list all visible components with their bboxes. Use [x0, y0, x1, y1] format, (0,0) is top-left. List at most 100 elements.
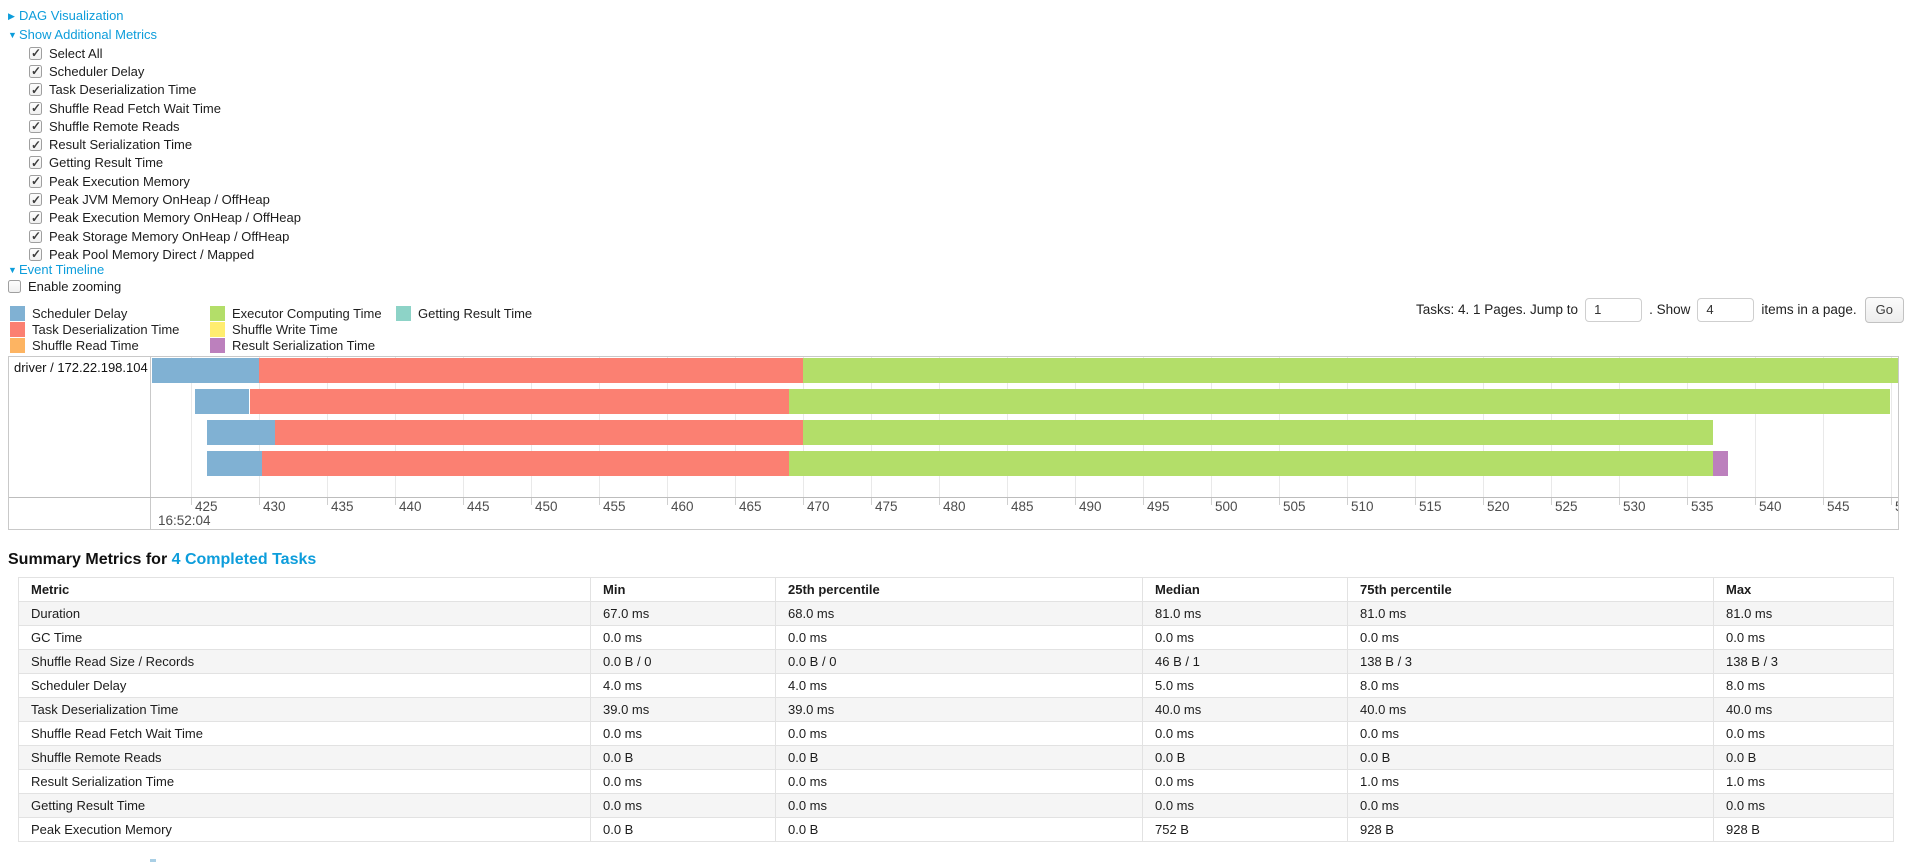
legend-item-shuffle-write-time: Shuffle Write Time: [210, 321, 382, 337]
executor-computing-time-swatch-icon: [210, 305, 225, 321]
timeline-tick: [1687, 498, 1688, 505]
checkbox-peak-storage-memory-onheap-offheap[interactable]: [29, 229, 42, 243]
timeline-tick-label: 540: [1759, 499, 1782, 514]
timeline-bar-segment-executor-computing[interactable]: [803, 420, 1713, 445]
metric-value-cell: 138 B / 3: [1713, 649, 1894, 674]
checkbox-peak-execution-memory-onheap-offheap[interactable]: [29, 211, 42, 225]
timeline-bar-segment-scheduler-delay[interactable]: [152, 358, 259, 383]
metric-value-cell: 4.0 ms: [590, 673, 776, 698]
timeline-bar-segment-executor-computing[interactable]: [803, 358, 1898, 383]
timeline-bar-segment-task-deserialization[interactable]: [275, 420, 803, 445]
column-header-min: Min: [590, 577, 776, 602]
show-additional-metrics-link[interactable]: Show Additional Metrics: [19, 27, 158, 42]
metric-value-cell: 0.0 ms: [1713, 721, 1894, 746]
metric-value-cell: 1.0 ms: [1347, 769, 1714, 794]
legend-label: Scheduler Delay: [32, 305, 128, 321]
timeline-bar-segment-scheduler-delay[interactable]: [207, 420, 276, 445]
timeline-tick: [871, 498, 872, 505]
table-row: Shuffle Read Size / Records 0.0 B / 0 0.0 …: [18, 649, 1894, 674]
timeline-group-label: driver / 172.22.198.104: [14, 360, 148, 375]
checkbox-shuffle-remote-reads[interactable]: [29, 119, 42, 133]
checkbox-label-result-serialization-time: Result Serialization Time: [49, 137, 193, 153]
metric-value-cell: 67.0 ms: [590, 601, 776, 626]
legend-label: Executor Computing Time: [232, 305, 382, 321]
table-row: Task Deserialization Time 39.0 ms 39.0 ms 4…: [18, 697, 1894, 722]
metric-value-cell: 1.0 ms: [1713, 769, 1894, 794]
timeline-group-column: driver / 172.22.198.104: [9, 357, 151, 529]
metric-name-cell: GC Time: [18, 625, 591, 650]
metric-value-cell: 928 B: [1713, 817, 1894, 842]
table-row: Result Serialization Time 0.0 ms 0.0 ms 0.0…: [18, 769, 1894, 794]
timeline-tick: [1007, 498, 1008, 505]
timeline-tick: [1619, 498, 1620, 505]
metric-checkbox-row: Peak Execution Memory: [29, 172, 301, 190]
timeline-gridline: [1891, 357, 1892, 497]
checkbox-peak-jvm-memory-onheap-offheap[interactable]: [29, 193, 42, 207]
metric-value-cell: 0.0 ms: [590, 721, 776, 746]
timeline-bar-segment-executor-computing[interactable]: [789, 451, 1713, 476]
metric-value-cell: 0.0 ms: [1142, 721, 1348, 746]
metric-checkbox-row: Peak Execution Memory OnHeap / OffHeap: [29, 209, 301, 227]
metric-checkbox-row: Shuffle Read Fetch Wait Time: [29, 99, 301, 117]
metric-value-cell: 81.0 ms: [1142, 601, 1348, 626]
checkbox-select-all[interactable]: [29, 46, 42, 60]
dag-visualization-link[interactable]: DAG Visualization: [19, 8, 124, 23]
expanded-arrow-icon: ▼: [8, 265, 17, 275]
timeline-tick: [259, 498, 260, 505]
checkbox-peak-pool-memory-direct-mapped[interactable]: [29, 247, 42, 261]
go-button[interactable]: Go: [1864, 296, 1904, 323]
timeline-tick-label: 450: [535, 499, 558, 514]
metric-value-cell: 8.0 ms: [1713, 673, 1894, 698]
metric-checkbox-row: Getting Result Time: [29, 154, 301, 172]
checkbox-peak-execution-memory[interactable]: [29, 174, 42, 188]
metric-value-cell: 40.0 ms: [1142, 697, 1348, 722]
timeline-bar-segment-task-deserialization[interactable]: [249, 389, 790, 414]
event-timeline-panel: driver / 172.22.198.104 16:52:04 425 430 4…: [8, 356, 1899, 530]
timeline-tick: [1143, 498, 1144, 505]
timeline-bar-segment-result-serialization[interactable]: [1712, 451, 1728, 476]
metric-value-cell: 0.0 B / 0: [590, 649, 776, 674]
timeline-bar-segment-executor-computing[interactable]: [789, 389, 1890, 414]
show-additional-metrics-toggle[interactable]: ▼ Show Additional Metrics: [8, 27, 157, 43]
items-per-page-input[interactable]: [1697, 297, 1755, 322]
metric-name-cell: Scheduler Delay: [18, 673, 591, 698]
metric-value-cell: 0.0 ms: [1347, 625, 1714, 650]
metric-value-cell: 0.0 ms: [1713, 793, 1894, 818]
items-in-page-text: items in a page.: [1761, 302, 1857, 317]
timeline-tick-label: 530: [1623, 499, 1646, 514]
checkbox-result-serialization-time[interactable]: [29, 138, 42, 152]
metric-value-cell: 0.0 ms: [775, 625, 1143, 650]
timeline-tick: [395, 498, 396, 505]
timeline-bar-segment-scheduler-delay[interactable]: [195, 389, 250, 414]
metric-checkbox-row: Scheduler Delay: [29, 62, 301, 80]
timeline-bar-segment-task-deserialization[interactable]: [261, 451, 790, 476]
checkbox-getting-result-time[interactable]: [29, 156, 42, 170]
event-timeline-link[interactable]: Event Timeline: [19, 262, 105, 277]
metric-value-cell: 0.0 B: [1713, 745, 1894, 770]
completed-tasks-link[interactable]: 4 Completed Tasks: [171, 551, 317, 568]
timeline-tick-label: 455: [603, 499, 626, 514]
enable-zooming-checkbox[interactable]: [8, 280, 21, 293]
timeline-tick: [599, 498, 600, 505]
metric-name-cell: Task Deserialization Time: [18, 697, 591, 722]
timeline-axis: 16:52:04 425 430 435 440 445 450 455 460 465 470 4…: [152, 498, 1898, 529]
timeline-tick: [1415, 498, 1416, 505]
metric-value-cell: 39.0 ms: [590, 697, 776, 722]
timeline-tick: [1347, 498, 1348, 505]
metric-value-cell: 0.0 ms: [590, 793, 776, 818]
jump-to-page-input[interactable]: [1585, 297, 1643, 322]
checkbox-label-shuffle-read-fetch-wait-time: Shuffle Read Fetch Wait Time: [49, 100, 221, 116]
timeline-bar-segment-scheduler-delay[interactable]: [207, 451, 262, 476]
metric-value-cell: 0.0 B: [590, 745, 776, 770]
metric-checkbox-row: Task Deserialization Time: [29, 81, 301, 99]
checkbox-shuffle-read-fetch-wait-time[interactable]: [29, 101, 42, 115]
checkbox-scheduler-delay[interactable]: [29, 64, 42, 78]
checkbox-task-deserialization-time[interactable]: [29, 83, 42, 97]
metric-value-cell: 0.0 ms: [1142, 625, 1348, 650]
timeline-tick: [803, 498, 804, 505]
metric-checkbox-row: Peak Storage Memory OnHeap / OffHeap: [29, 227, 301, 245]
timeline-bar-segment-task-deserialization[interactable]: [259, 358, 803, 383]
dag-visualization-toggle[interactable]: ▶ DAG Visualization: [8, 8, 124, 24]
event-timeline-toggle[interactable]: ▼ Event Timeline: [8, 262, 104, 278]
